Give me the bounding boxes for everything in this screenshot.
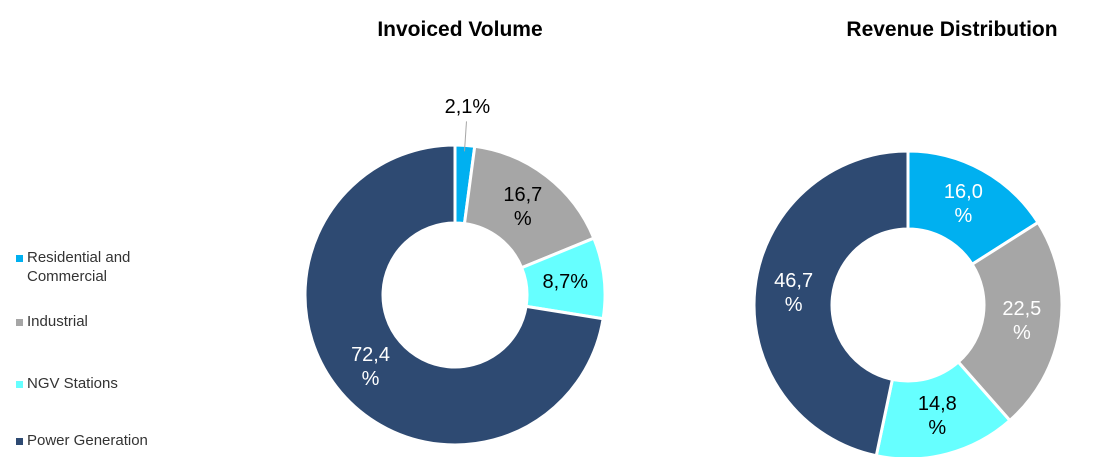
value-label: 14,8 % xyxy=(917,393,957,440)
leader-line xyxy=(464,121,467,152)
value-label: 16,0 % xyxy=(943,181,983,228)
value-label: 46,7 % xyxy=(774,270,814,317)
chart-title: Invoiced Volume xyxy=(377,18,543,41)
chart-title: Revenue Distribution xyxy=(846,18,1058,41)
donut-slice xyxy=(303,143,605,447)
value-label: 8,7% xyxy=(542,271,589,294)
legend-swatch xyxy=(16,319,23,326)
donut-slice xyxy=(956,220,1064,423)
value-label: 22,5 % xyxy=(1002,298,1042,345)
legend-label: NGV Stations xyxy=(27,375,118,392)
value-label: 16,7 % xyxy=(503,184,543,231)
legend-swatch xyxy=(16,255,23,262)
legend-swatch xyxy=(16,381,23,388)
donut-slice xyxy=(752,149,910,457)
donut-slice xyxy=(462,144,596,270)
legend-label: Residential and Commercial xyxy=(27,249,131,285)
legend-label: Industrial xyxy=(27,313,88,330)
legend-swatch xyxy=(16,438,23,445)
value-label: 72,4 % xyxy=(351,344,390,391)
legend-label: Power Generation xyxy=(27,432,148,449)
value-label: 2,1% xyxy=(444,96,491,119)
